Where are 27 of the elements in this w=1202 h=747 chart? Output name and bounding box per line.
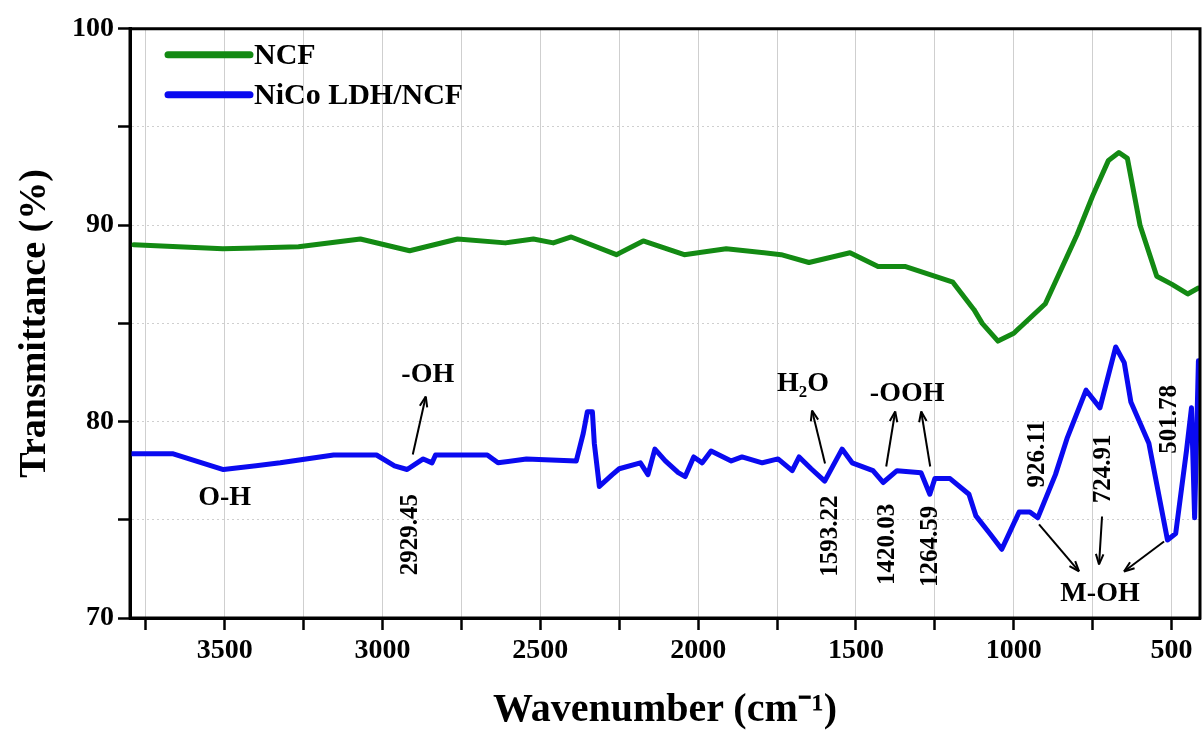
x-tick-label: 3500 [196, 633, 253, 665]
legend-label: NCF [254, 36, 316, 70]
x-axis-title: Wavenumber (cm⁻¹) [492, 685, 838, 731]
annotation: 1593.22 [814, 495, 842, 577]
annotation: 2929.45 [395, 493, 423, 576]
legend-label: NiCo LDH/NCF [254, 76, 464, 110]
x-tick-label: 2000 [670, 633, 727, 665]
y-tick-label: 70 [86, 600, 114, 632]
x-tick-label: 1000 [985, 633, 1042, 665]
y-axis-title: Transmittance (%) [10, 169, 54, 478]
annotation: O-H [198, 479, 252, 511]
annotation: H₂O [777, 365, 830, 397]
annotation: 926.11 [1021, 420, 1049, 488]
annotation: 724.91 [1088, 434, 1116, 504]
y-tick-label: 80 [86, 403, 114, 435]
y-tick-label: 100 [72, 11, 114, 43]
annotation: 501.78 [1154, 385, 1182, 454]
annotation: M-OH [1060, 575, 1140, 607]
annotation: 1264.59 [914, 505, 942, 587]
annotation: -OOH [869, 375, 945, 407]
y-tick-label: 90 [86, 207, 114, 239]
x-tick-label: 3000 [354, 633, 411, 665]
x-tick-label: 2500 [512, 633, 569, 665]
x-tick-label: 500 [1150, 633, 1193, 665]
annotation: 1420.03 [871, 503, 899, 586]
x-tick-label: 1500 [827, 633, 884, 665]
annotation: -OH [401, 356, 455, 388]
